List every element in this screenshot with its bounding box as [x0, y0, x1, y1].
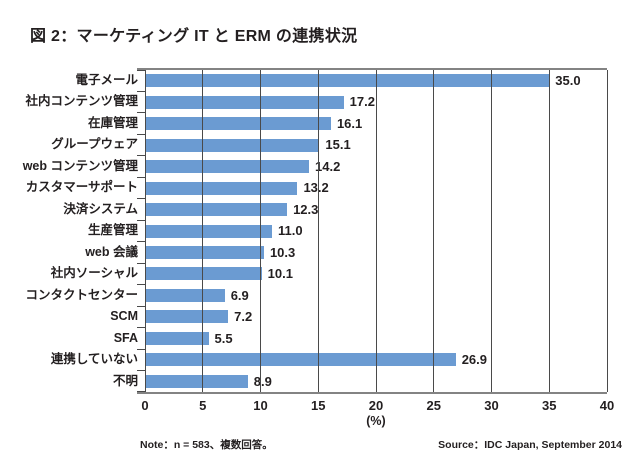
y-axis-tick [137, 198, 145, 200]
bar [145, 353, 456, 367]
category-labels: 電子メール社内コンテンツ管理在庫管理グループウェア web コンテンツ管理 カスタマ… [0, 70, 138, 392]
note-text: Note：n = 583、複数回答。 [140, 439, 273, 451]
x-tick-label: 35 [542, 398, 557, 413]
category-label: 生産管理 [87, 223, 138, 238]
bar [145, 245, 264, 259]
value-label: 14.2 [315, 158, 341, 174]
bar [145, 267, 262, 281]
gridline [317, 70, 319, 392]
category-label: SCM [110, 309, 138, 324]
bar [145, 374, 248, 388]
category-label: 社内コンテンツ管理 [25, 94, 138, 109]
value-label: 11.0 [278, 223, 303, 239]
y-axis-tick [137, 284, 145, 286]
category-label: web コンテンツ管理 [22, 158, 138, 173]
bar [145, 138, 320, 152]
plot-frame [137, 68, 607, 394]
gridline [375, 70, 377, 392]
x-tick-label: 20 [368, 398, 384, 413]
y-axis-tick [137, 327, 145, 329]
y-axis-tick [137, 112, 145, 114]
x-tick-label: 10 [253, 398, 268, 413]
plot-area: 35.0 17.2 16.1 15.1 14.2 13.2 12.3 11.0 10.3 10.1… [137, 69, 608, 392]
value-label: 13.2 [303, 180, 329, 196]
y-axis-tick [137, 155, 145, 157]
category-label: web 会議 [85, 244, 138, 259]
bar [145, 160, 309, 174]
y-axis-tick [137, 176, 145, 178]
y-axis-tick [137, 241, 145, 243]
y-axis-tick [137, 90, 145, 92]
x-tick-label: 5 [199, 398, 207, 413]
category-label: コンタクトセンター [25, 287, 138, 302]
bar [145, 74, 550, 88]
gridline [548, 70, 550, 392]
category-label: グループウェア [51, 137, 138, 152]
category-label: 決済システム [63, 201, 138, 216]
category-label: 不明 [112, 373, 138, 388]
source-text: Source：IDC Japan, September 2014 [438, 439, 622, 451]
category-label: 在庫管理 [87, 115, 138, 130]
x-tick-label: 25 [426, 398, 441, 413]
bar [145, 117, 331, 131]
y-axis-tick [137, 133, 145, 135]
bar [145, 331, 209, 345]
x-axis-ticks: 0 5 10 15 20 25 30 35 40 [141, 398, 614, 414]
x-tick-label: 40 [599, 398, 615, 413]
y-axis-tick [137, 305, 145, 307]
value-label: 6.9 [230, 287, 249, 303]
bar [145, 310, 229, 324]
value-label: 17.2 [349, 94, 375, 110]
value-label: 26.9 [461, 352, 487, 368]
x-tick-label: 0 [141, 398, 149, 413]
bar [145, 181, 298, 195]
x-tick-label: 30 [484, 398, 499, 413]
value-label: 7.2 [234, 309, 253, 325]
y-axis-line [144, 70, 146, 392]
category-label: 電子メール [75, 73, 138, 87]
gridline [491, 70, 492, 392]
value-label: 5.5 [214, 330, 233, 346]
y-axis-tick [137, 219, 145, 221]
value-label: 12.3 [293, 201, 319, 217]
value-label: 16.1 [336, 115, 363, 131]
gridline [260, 70, 261, 392]
bar [145, 203, 288, 217]
gridline [202, 70, 204, 392]
gridline [606, 70, 608, 392]
bar [145, 95, 344, 109]
gridline [433, 70, 435, 392]
bar [145, 288, 225, 302]
category-label: カスタマーサポート [25, 180, 138, 195]
value-label: 10.1 [267, 266, 293, 282]
y-axis-tick [137, 391, 145, 392]
y-axis-tick [137, 69, 145, 71]
y-axis-tick [137, 370, 145, 372]
chart-title: 図 2：マーケティング IT と ERM の連携状況 [30, 28, 358, 45]
bar [145, 224, 273, 238]
value-label: 15.1 [325, 137, 351, 153]
value-label: 10.3 [269, 244, 296, 260]
category-label: 社内ソーシャル [50, 266, 138, 281]
y-axis-tick [137, 348, 145, 350]
x-axis-label: (%) [366, 414, 386, 428]
category-label: SFA [113, 330, 138, 345]
x-tick-label: 15 [311, 398, 326, 413]
category-label: 連携していない [50, 352, 138, 367]
y-axis-tick [137, 262, 145, 264]
value-label: 8.9 [253, 373, 272, 389]
value-label: 35.0 [555, 73, 581, 88]
